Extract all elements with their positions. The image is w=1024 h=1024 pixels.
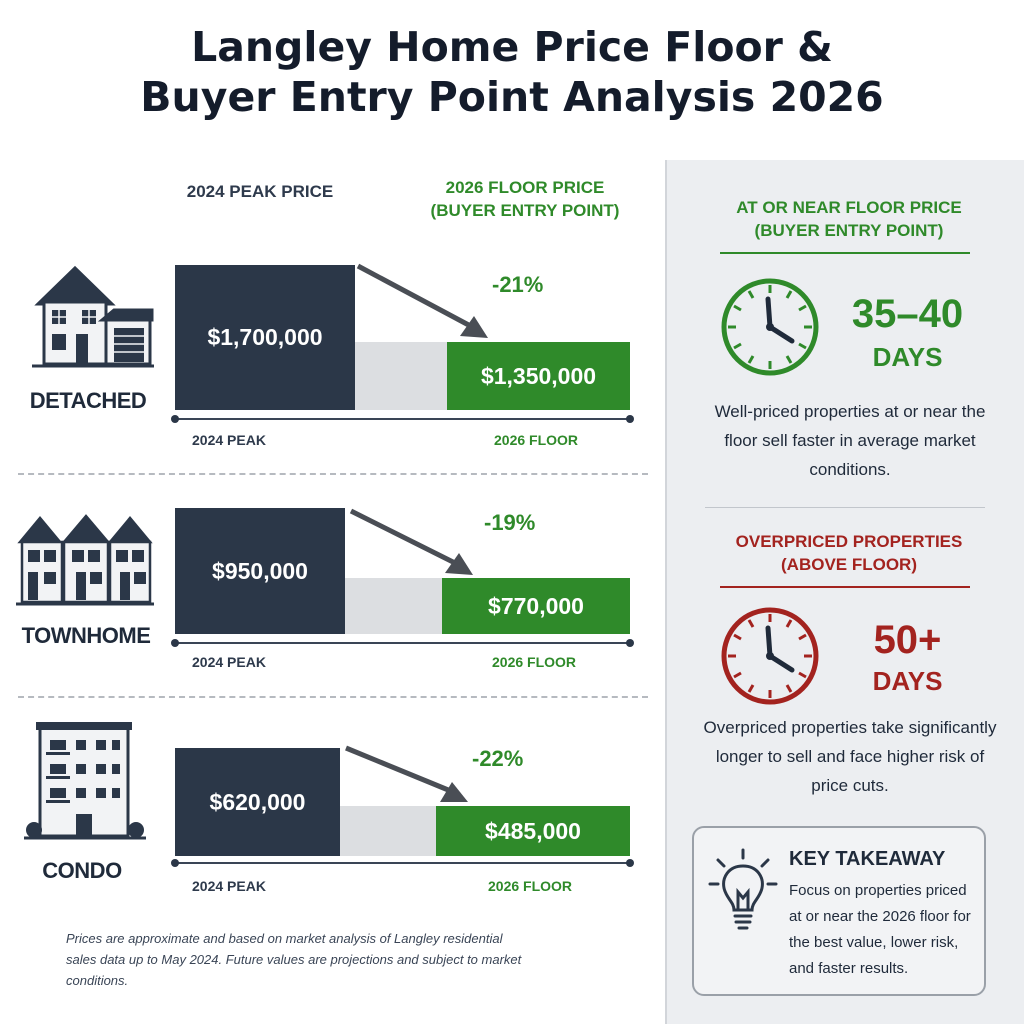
page-title: Langley Home Price Floor & Buyer Entry P… [0,22,1024,122]
clock-icon [721,278,819,376]
axis-label-floor-townhome: 2026 FLOOR [492,654,577,670]
townhouse-icon [16,514,154,606]
row-divider-2 [18,696,648,698]
footnote: Prices are approximate and based on mark… [66,931,522,988]
row-divider-1 [18,473,648,475]
axis-label-floor-detached: 2026 FLOOR [494,432,579,448]
title-line-2: Buyer Entry Point Analysis 2026 [140,73,884,121]
key-takeaway-title: KEY TAKEAWAY [789,848,946,870]
floor-days-value: 35–40 [851,292,964,336]
key-takeaway-text: Focus on properties priced at or near th… [789,882,971,977]
category-label-condo: CONDO [42,858,122,883]
over-description: Overpriced properties take significantly… [703,718,997,795]
lightbulb-icon [708,848,778,930]
floor-description: Well-priced properties at or near the fl… [714,402,986,479]
bar-gap-condo [340,806,436,856]
axis-label-peak-detached: 2024 PEAK [192,432,266,448]
pct-change-townhome: -19% [484,510,536,535]
axis-dot-start-townhome [171,639,179,647]
axis-dot-start-detached [171,415,179,423]
bar-gap-townhome [345,578,442,634]
bar-peak-townhome: $950,000 [175,508,345,634]
bar-floor-detached: $1,350,000 [447,342,630,410]
axis-label-peak-townhome: 2024 PEAK [192,654,266,670]
axis-label-peak-condo: 2024 PEAK [192,878,266,894]
bar-peak-condo: $620,000 [175,748,340,856]
over-panel-header-line-1: OVERPRICED PROPERTIES [735,532,963,551]
floor-days-unit: DAYS [872,342,943,372]
x-axis-detached [175,418,630,420]
over-panel-rule [720,586,970,588]
category-label-detached: DETACHED [29,388,147,413]
axis-dot-end-detached [626,415,634,423]
axis-dot-start-condo [171,859,179,867]
pct-change-condo: -22% [472,746,524,771]
floor-panel-header: AT OR NEAR FLOOR PRICE (BUYER ENTRY POIN… [700,196,998,242]
key-takeaway-box: KEY TAKEAWAY Focus on properties priced … [692,826,986,996]
floor-panel-header-line-2: (BUYER ENTRY POINT) [754,221,944,240]
over-panel-header: OVERPRICED PROPERTIES (ABOVE FLOOR) [700,530,998,576]
x-axis-townhome [175,642,630,644]
pct-change-detached: -21% [492,272,544,297]
decline-arrow-detached [356,263,488,338]
bar-floor-condo: $485,000 [436,806,630,856]
axis-label-floor-condo: 2026 FLOOR [488,878,573,894]
x-axis-condo [175,862,630,864]
over-panel-header-line-2: (ABOVE FLOOR) [781,555,917,574]
axis-dot-end-townhome [626,639,634,647]
condo-building-icon [24,722,146,840]
over-days-value: 50+ [873,618,942,662]
peak-column-header: 2024 PEAK PRICE [186,182,334,201]
clock-icon-overpriced [721,607,819,705]
title-line-1: Langley Home Price Floor & [191,23,833,71]
over-days-unit: DAYS [872,666,943,696]
axis-dot-end-condo [626,859,634,867]
floor-column-header: 2026 FLOOR PRICE (BUYER ENTRY POINT) [415,176,635,222]
decline-arrow-condo [345,745,468,802]
detached-house-icon [32,265,154,368]
floor-header-line-1: 2026 FLOOR PRICE [445,178,605,197]
floor-header-line-2: (BUYER ENTRY POINT) [430,201,620,220]
bar-floor-townhome: $770,000 [442,578,630,634]
bar-peak-detached: $1,700,000 [175,265,355,410]
floor-panel-header-line-1: AT OR NEAR FLOOR PRICE [736,198,962,217]
floor-panel-rule [720,252,970,254]
bar-gap-detached [355,342,447,410]
decline-arrow-townhome [349,508,473,575]
right-panel-separator [705,507,985,508]
category-label-townhome: TOWNHOME [21,623,151,648]
